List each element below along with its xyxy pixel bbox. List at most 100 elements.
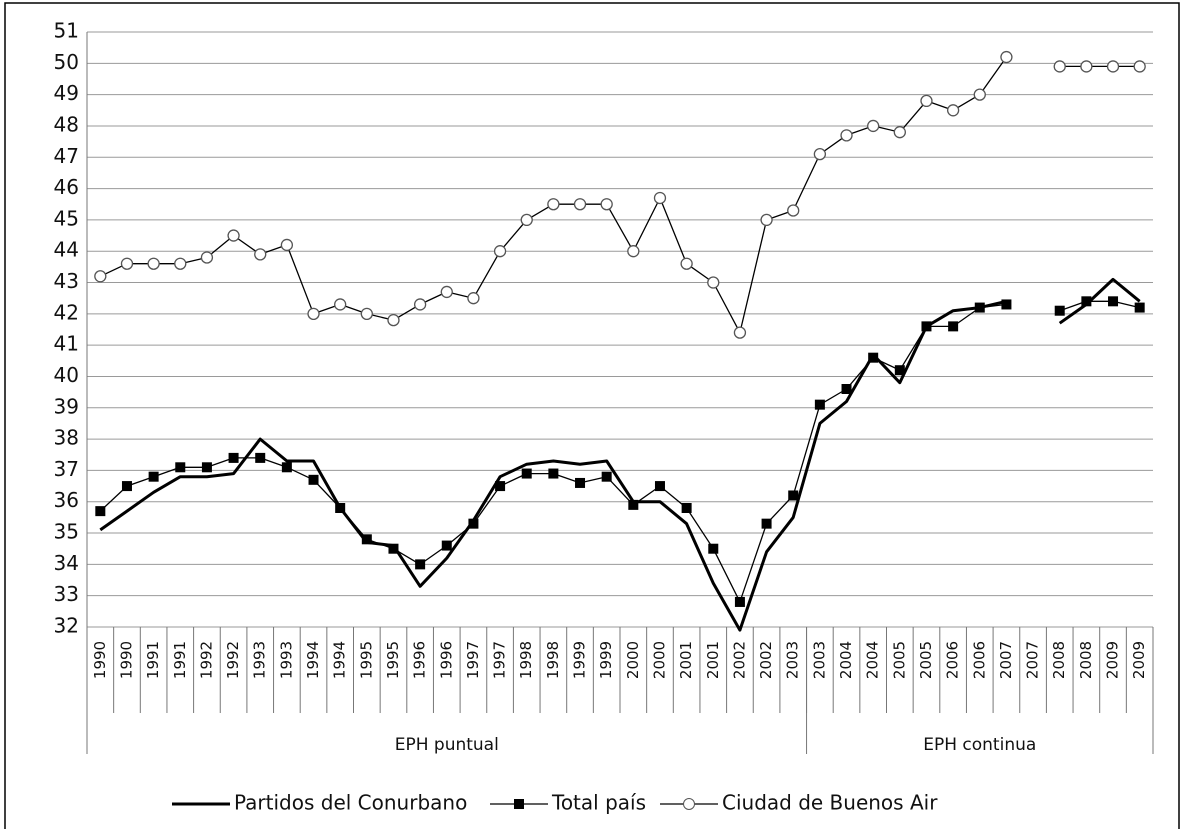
y-tick-label: 41	[54, 332, 79, 356]
marker-circle	[653, 191, 667, 205]
y-tick-label: 48	[54, 112, 79, 136]
x-tick-label: 2006	[944, 641, 962, 679]
x-tick-label: 1998	[517, 641, 535, 679]
x-tick-label: 1991	[144, 641, 162, 679]
marker-circle	[813, 147, 827, 161]
marker-square	[921, 321, 932, 332]
x-tick-label: 2000	[650, 641, 668, 679]
marker-square	[521, 468, 532, 479]
x-tick-label: 1994	[304, 641, 322, 679]
y-tick-label: 33	[54, 582, 79, 606]
marker-square	[1001, 299, 1012, 310]
y-tick-label: 34	[54, 551, 79, 575]
marker-circle	[867, 119, 880, 133]
marker-square	[468, 518, 479, 529]
x-tick-label: 2001	[704, 641, 722, 679]
x-tick-label: 1990	[117, 641, 135, 679]
marker-square	[495, 481, 506, 492]
marker-square	[948, 321, 959, 332]
marker-circle	[440, 285, 453, 299]
x-tick-label: 1993	[277, 641, 295, 679]
y-tick-label: 43	[54, 269, 79, 293]
marker-square	[281, 462, 292, 473]
marker-square	[575, 477, 586, 488]
marker-square	[628, 499, 639, 510]
x-tick-label: 2007	[1024, 641, 1042, 679]
marker-square	[308, 474, 319, 485]
x-tick-label: 2001	[677, 641, 695, 679]
x-tick-label: 2000	[624, 641, 642, 679]
x-tick-label: 2005	[890, 641, 908, 679]
legend-marker	[683, 798, 695, 810]
marker-square	[601, 471, 612, 482]
x-tick-label: 1993	[251, 641, 269, 679]
marker-circle	[493, 245, 507, 258]
marker-circle	[1106, 60, 1120, 73]
marker-square	[681, 503, 692, 513]
marker-square	[788, 490, 799, 501]
marker-square	[201, 462, 212, 473]
y-tick-label: 44	[54, 238, 79, 262]
y-tick-label: 36	[54, 488, 79, 512]
x-tick-label: 1999	[571, 641, 589, 679]
y-tick-label: 50	[54, 50, 79, 74]
y-tick-label: 37	[54, 457, 79, 481]
x-tick-label: 1997	[464, 641, 482, 679]
x-tick-label: 1992	[224, 641, 242, 679]
marker-square	[894, 365, 905, 376]
marker-circle	[1080, 60, 1093, 73]
marker-circle	[467, 292, 480, 305]
marker-circle	[280, 238, 294, 252]
marker-square	[841, 384, 852, 394]
x-tick-label: 2005	[917, 641, 935, 679]
marker-square	[1108, 296, 1119, 307]
marker-circle	[200, 251, 214, 264]
x-tick-label: 2008	[1050, 641, 1068, 679]
x-tick-label: 1990	[91, 641, 109, 679]
marker-circle	[520, 213, 533, 227]
x-tick-label: 1996	[437, 641, 455, 679]
marker-circle	[760, 213, 773, 227]
marker-circle	[413, 298, 427, 311]
y-tick-label: 47	[54, 144, 79, 168]
x-tick-label: 1998	[544, 641, 562, 679]
marker-square	[335, 503, 346, 513]
marker-square	[734, 596, 745, 607]
marker-square	[654, 481, 665, 492]
marker-square	[415, 559, 426, 570]
x-tick-label: 2008	[1077, 641, 1095, 679]
marker-circle	[94, 270, 107, 283]
marker-circle	[733, 326, 747, 339]
marker-circle	[387, 313, 400, 327]
marker-circle	[547, 198, 560, 211]
x-tick-label: 2007	[997, 641, 1015, 679]
x-tick-label: 1996	[411, 641, 429, 679]
y-tick-label: 42	[54, 300, 79, 324]
marker-circle	[254, 248, 267, 261]
marker-circle	[360, 307, 373, 320]
y-tick-label: 32	[54, 614, 79, 638]
group-label: EPH puntual	[395, 735, 499, 755]
x-tick-label: 1992	[197, 641, 215, 679]
marker-square	[708, 543, 719, 554]
marker-square	[1054, 305, 1065, 316]
x-tick-label: 2004	[864, 641, 882, 679]
y-tick-label: 46	[54, 175, 79, 199]
y-tick-label: 40	[54, 363, 79, 387]
marker-square	[95, 506, 106, 517]
frame	[4, 2, 1180, 833]
marker-circle	[573, 198, 587, 211]
marker-circle	[946, 104, 960, 117]
y-tick-label: 51	[54, 19, 79, 43]
y-tick-label: 35	[54, 520, 79, 544]
marker-square	[148, 471, 159, 482]
legend-label: Total país	[551, 791, 646, 815]
x-tick-label: 1991	[171, 641, 189, 679]
marker-circle	[120, 257, 134, 270]
y-tick-label: 49	[54, 81, 79, 105]
x-tick-label: 2003	[810, 641, 828, 679]
x-tick-label: 2003	[784, 641, 802, 679]
y-tick-label: 38	[54, 426, 79, 450]
y-tick-label: 39	[54, 394, 79, 418]
marker-circle	[1000, 50, 1013, 64]
